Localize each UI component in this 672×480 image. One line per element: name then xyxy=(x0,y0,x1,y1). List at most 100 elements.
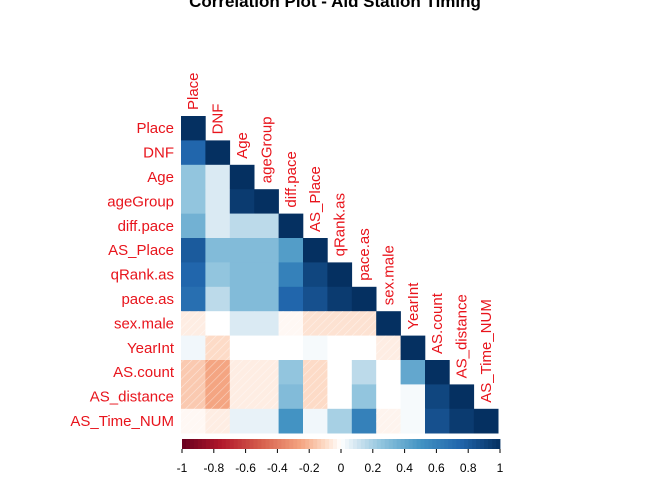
colorbar-segment xyxy=(344,439,350,449)
column-label-age: Age xyxy=(234,132,251,159)
chart-title: Correlation Plot - Aid Station Timing xyxy=(189,0,481,11)
colorbar-segment xyxy=(297,439,302,449)
cell-pace-as-age xyxy=(229,286,255,312)
colorbar-tick-label: -0.6 xyxy=(235,461,256,475)
cell-pace-as-qrank-as xyxy=(327,286,353,312)
negative-hatch-as-time-num-sex-male xyxy=(376,408,401,434)
colorbar-segment xyxy=(261,439,266,449)
negative-hatch-as-count-age xyxy=(229,360,255,385)
negative-hatch-yearint-sex-male xyxy=(376,335,401,360)
row-label-diff-pace: diff.pace xyxy=(118,218,174,235)
column-label-yearint: YearInt xyxy=(405,282,422,330)
colorbar-segment xyxy=(480,439,485,449)
cell-diff-pace-dnf xyxy=(205,213,231,239)
colorbar-tick-label: 1 xyxy=(497,461,504,475)
colorbar-segment xyxy=(348,439,354,449)
cell-diff-pace-age xyxy=(229,213,255,239)
cell-yearint-as-place xyxy=(303,335,328,361)
colorbar-segment xyxy=(233,439,239,449)
colorbar-tick-label: -0.4 xyxy=(267,461,288,475)
row-label-place: Place xyxy=(136,120,174,137)
colorbar-segment xyxy=(408,439,413,449)
column-label-pace-as: pace.as xyxy=(356,228,373,281)
column-label-as-place: AS_Place xyxy=(307,166,324,232)
colorbar-segment xyxy=(364,439,370,449)
cell-place-place xyxy=(181,116,206,141)
cell-as-place-agegroup xyxy=(254,238,279,263)
colorbar-segment xyxy=(317,439,322,449)
cell-qrank-as-age xyxy=(229,262,255,288)
cell-as-time-num-diff-pace xyxy=(278,408,304,434)
colorbar: -1 -0.8 -0.6 -0.4 -0.2 0 0.2 0.4 0.6 0.8 1 xyxy=(177,439,504,475)
colorbar-tick-label: 0.6 xyxy=(428,461,445,475)
colorbar-tick-label: 0 xyxy=(338,461,345,475)
cell-dnf-dnf xyxy=(205,140,231,166)
cell-as-distance-sex-male xyxy=(376,384,401,410)
colorbar-segment xyxy=(404,439,409,449)
colorbar-segment xyxy=(301,439,306,449)
colorbar-segment xyxy=(325,439,330,449)
colorbar-segment xyxy=(428,439,433,449)
colorbar-segment xyxy=(241,439,247,449)
colorbar-segment xyxy=(396,439,402,449)
colorbar-segment xyxy=(321,439,326,449)
cell-qrank-as-as-place xyxy=(303,262,328,288)
negative-hatch-as-time-num-dnf xyxy=(205,408,230,434)
colorbar-segment xyxy=(269,439,274,449)
cell-as-time-num-pace-as xyxy=(351,408,377,434)
row-label-as-time-num: AS_Time_NUM xyxy=(70,413,174,430)
colorbar-segment xyxy=(229,439,235,449)
colorbar-segment xyxy=(213,439,219,449)
row-label-pace-as: pace.as xyxy=(121,291,174,308)
cell-qrank-as-dnf xyxy=(205,262,231,288)
cell-yearint-age xyxy=(229,335,255,361)
cell-as-count-qrank-as xyxy=(327,360,353,385)
negative-hatch-as-distance-age xyxy=(229,384,255,409)
colorbar-segment xyxy=(420,439,425,449)
colorbar-segment xyxy=(468,439,473,449)
cell-qrank-as-qrank-as xyxy=(327,262,353,288)
cell-diff-pace-diff-pace xyxy=(278,213,304,239)
cell-as-place-age xyxy=(229,238,255,263)
cell-pace-as-place xyxy=(181,286,206,312)
row-label-as-place: AS_Place xyxy=(108,242,174,259)
cell-yearint-qrank-as xyxy=(327,335,353,361)
colorbar-segment xyxy=(289,439,294,449)
row-label-dnf: DNF xyxy=(143,145,174,162)
colorbar-segment xyxy=(329,439,334,449)
row-label-age: Age xyxy=(147,169,174,186)
row-label-qrank-as: qRank.as xyxy=(111,267,174,284)
cell-as-count-sex-male xyxy=(376,360,401,385)
negative-hatch-as-count-dnf xyxy=(205,360,230,385)
column-label-as-time-num: AS_Time_NUM xyxy=(478,299,495,403)
colorbar-segment xyxy=(257,439,262,449)
negative-hatch-sex-male-qrank-as xyxy=(327,311,352,336)
negative-hatch-sex-male-place xyxy=(181,311,206,336)
column-label-sex-male: sex.male xyxy=(380,245,397,305)
cell-pace-as-dnf xyxy=(205,286,231,312)
colorbar-segment xyxy=(448,439,453,449)
cell-as-distance-yearint xyxy=(400,384,426,410)
cell-agegroup-place xyxy=(181,189,206,214)
row-label-yearint: YearInt xyxy=(127,340,175,357)
row-label-sex-male: sex.male xyxy=(114,315,174,332)
colorbar-segment xyxy=(464,439,469,449)
colorbar-segment xyxy=(205,439,211,449)
colorbar-segment xyxy=(392,439,398,449)
cell-dnf-place xyxy=(181,140,206,166)
cell-sex-male-age xyxy=(229,311,255,336)
colorbar-segment xyxy=(245,439,250,449)
colorbar-tick-label: -1 xyxy=(177,461,188,475)
cell-pace-as-pace-as xyxy=(351,286,377,312)
colorbar-segment xyxy=(189,439,195,449)
colorbar-segment xyxy=(249,439,254,449)
cell-diff-pace-agegroup xyxy=(254,213,279,239)
colorbar-segment xyxy=(380,439,386,449)
negative-hatch-as-distance-place xyxy=(181,384,206,409)
cell-yearint-yearint xyxy=(400,335,426,361)
negative-hatch-as-distance-dnf xyxy=(205,384,230,409)
cell-as-place-dnf xyxy=(205,238,231,263)
colorbar-segment xyxy=(356,439,362,449)
negative-hatch-as-distance-agegroup xyxy=(254,384,279,409)
